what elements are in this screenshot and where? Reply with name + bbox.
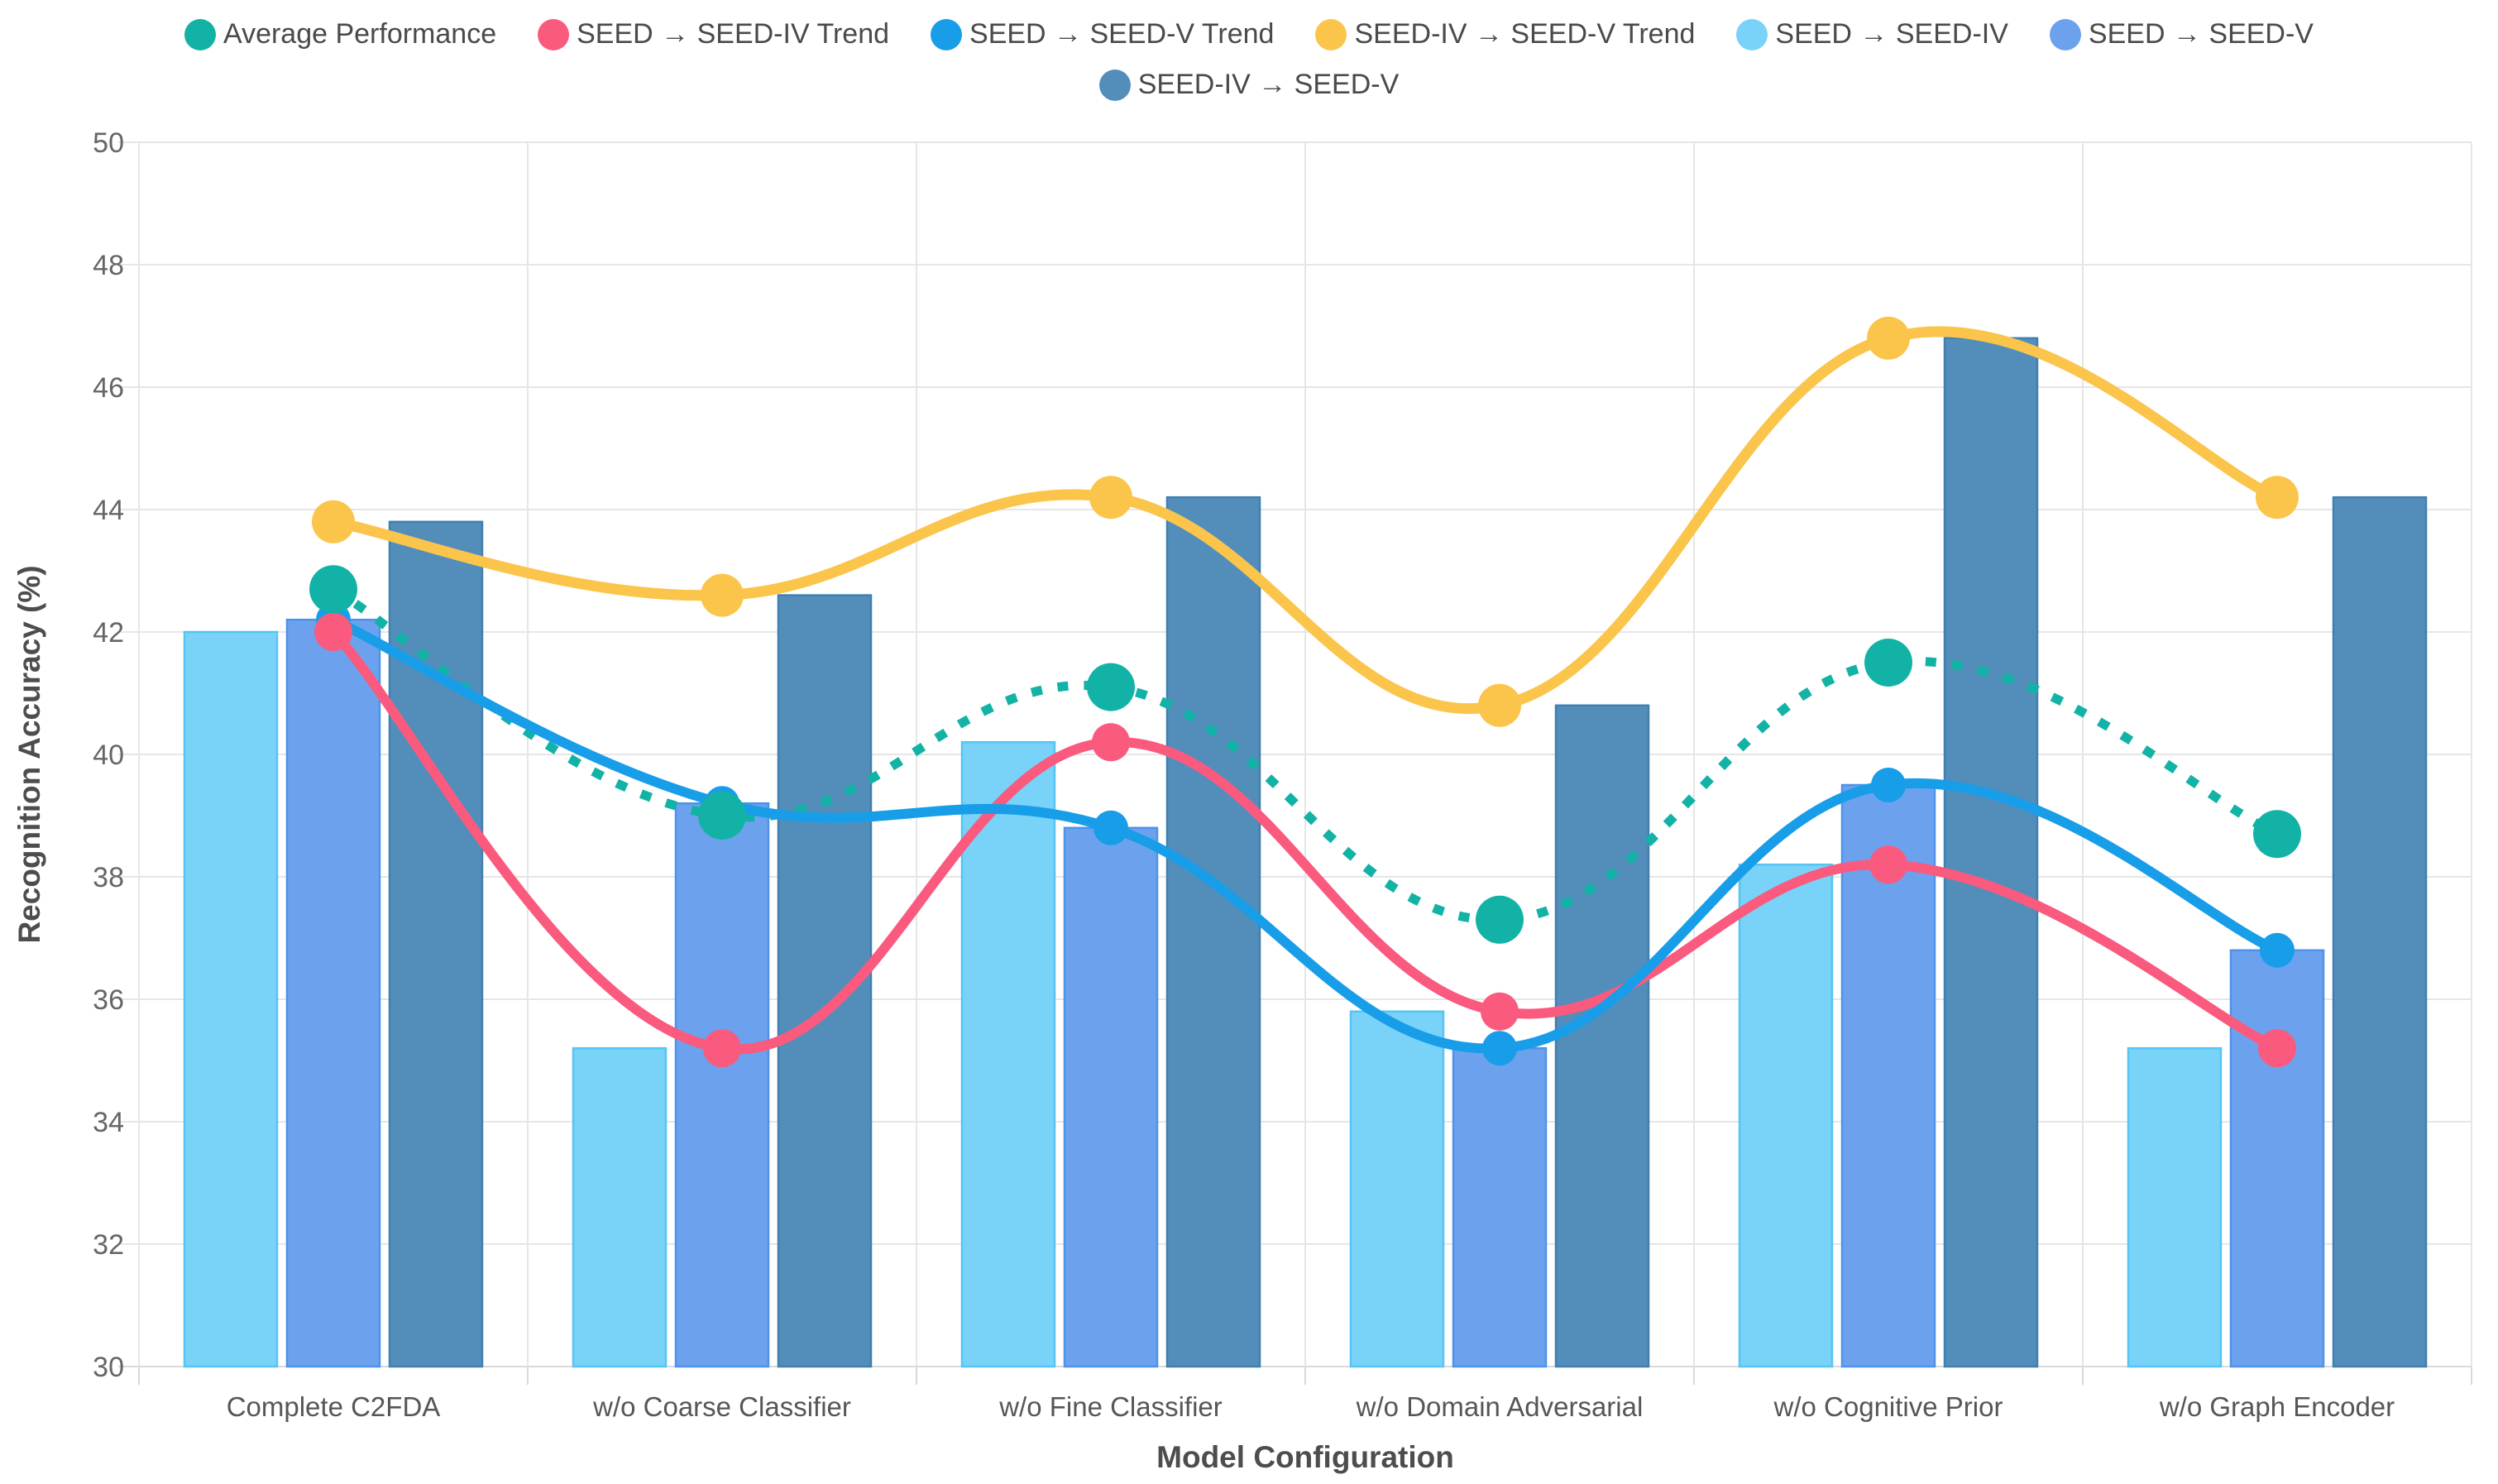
bar bbox=[183, 630, 279, 1368]
legend-row: Average Performance SEED → SEED-IV Trend S… bbox=[184, 18, 2314, 50]
trend-point bbox=[1476, 895, 1524, 944]
bar bbox=[674, 802, 770, 1368]
trend-point bbox=[1087, 663, 1135, 711]
bar bbox=[2229, 949, 2325, 1368]
bar bbox=[285, 618, 381, 1368]
x-axis-title: Model Configuration bbox=[1156, 1440, 1454, 1474]
trend-point bbox=[314, 613, 352, 651]
bar bbox=[2332, 495, 2428, 1368]
legend-item[interactable]: Average Performance bbox=[184, 18, 496, 50]
trend-point bbox=[1089, 476, 1132, 519]
y-tick-label: 46 bbox=[93, 372, 124, 404]
x-category-label: w/o Cognitive Prior bbox=[1773, 1391, 2003, 1422]
legend-item-label: SEED → SEED-IV Trend bbox=[577, 18, 890, 50]
chart-legend: Average Performance SEED → SEED-IV Trend S… bbox=[0, 18, 2498, 101]
trend-point bbox=[1871, 768, 1906, 802]
trend-point bbox=[312, 500, 355, 543]
trend-point bbox=[2260, 932, 2295, 968]
trend-point bbox=[2258, 1029, 2296, 1068]
trend-point bbox=[1867, 316, 1910, 360]
legend-dot-icon bbox=[538, 18, 570, 50]
legend-dot-icon bbox=[931, 18, 963, 50]
trend-point bbox=[1482, 1031, 1517, 1066]
trend-point bbox=[1864, 639, 1912, 687]
legend-item[interactable]: SEED → SEED-IV Trend bbox=[538, 18, 889, 50]
legend-item[interactable]: SEED → SEED-V bbox=[2049, 18, 2314, 50]
trend-point bbox=[309, 565, 357, 614]
y-tick-label: 44 bbox=[93, 495, 124, 526]
trend-line bbox=[331, 585, 2280, 925]
trend-point bbox=[1093, 810, 1128, 845]
legend-dot-icon bbox=[1315, 18, 1347, 50]
bar bbox=[1738, 863, 1834, 1368]
legend-item[interactable]: SEED-IV → SEED-V bbox=[1098, 69, 1400, 101]
y-tick-label: 30 bbox=[93, 1352, 124, 1383]
legend-dot-icon bbox=[2049, 18, 2081, 50]
bar bbox=[1452, 1046, 1548, 1368]
plot-area: 30 32 34 36 38 40 42 44 46 48 50 Complete C2FDA w/o … bbox=[93, 127, 2472, 1422]
y-tick-label: 40 bbox=[93, 740, 124, 771]
trend-point bbox=[2256, 476, 2299, 519]
bar bbox=[1554, 704, 1650, 1368]
legend-item-label: SEED-IV → SEED-V Trend bbox=[1354, 18, 1696, 50]
y-tick-label: 32 bbox=[93, 1229, 124, 1261]
legend-dot-icon bbox=[1736, 18, 1768, 50]
x-category-label: w/o Fine Classifier bbox=[998, 1391, 1223, 1422]
legend-row: SEED-IV → SEED-V bbox=[1098, 69, 1400, 101]
y-tick-label: 34 bbox=[93, 1107, 124, 1138]
trend-point bbox=[703, 1029, 741, 1068]
legend-dot-icon bbox=[1098, 69, 1131, 101]
trend-point bbox=[1481, 992, 1519, 1031]
trend-point bbox=[1478, 683, 1521, 727]
y-axis-title: Recognition Accuracy (%) bbox=[12, 565, 46, 943]
trend-line bbox=[328, 615, 2282, 1054]
legend-item-label: SEED → SEED-IV bbox=[1775, 18, 2008, 50]
x-category-label: w/o Domain Adversarial bbox=[1356, 1391, 1644, 1422]
y-tick-label: 42 bbox=[93, 617, 124, 649]
trend-line bbox=[328, 627, 2282, 1055]
x-category-label: w/o Graph Encoder bbox=[2159, 1391, 2395, 1422]
legend-item-label: SEED → SEED-V bbox=[2088, 18, 2314, 50]
trend-point bbox=[1092, 723, 1130, 762]
bar bbox=[1165, 495, 1261, 1368]
x-category-label: w/o Coarse Classifier bbox=[592, 1391, 851, 1422]
trend-point bbox=[698, 792, 746, 840]
legend-item-label: SEED-IV → SEED-V bbox=[1137, 69, 1400, 100]
legend-item[interactable]: SEED → SEED-V Trend bbox=[931, 18, 1274, 50]
x-category-label: Complete C2FDA bbox=[227, 1391, 441, 1422]
bar bbox=[1349, 1010, 1445, 1368]
bar bbox=[2127, 1046, 2223, 1368]
bar bbox=[572, 1046, 668, 1368]
legend-dot-icon bbox=[184, 18, 216, 50]
legend-item-label: SEED → SEED-V Trend bbox=[969, 18, 1275, 50]
y-tick-label: 38 bbox=[93, 862, 124, 893]
trend-point bbox=[701, 573, 744, 617]
legend-item-label: Average Performance bbox=[223, 18, 497, 50]
bar bbox=[960, 740, 1056, 1368]
y-tick-label: 36 bbox=[93, 984, 124, 1016]
legend-item[interactable]: SEED → SEED-IV bbox=[1736, 18, 2008, 50]
trend-line bbox=[328, 326, 2283, 715]
trend-point bbox=[1869, 845, 1907, 884]
bar bbox=[1063, 826, 1159, 1368]
legend-item[interactable]: SEED-IV → SEED-V Trend bbox=[1315, 18, 1695, 50]
bar bbox=[388, 520, 484, 1368]
bar bbox=[1943, 337, 2039, 1368]
y-tick-label: 48 bbox=[93, 250, 124, 281]
y-tick-label: 50 bbox=[93, 127, 124, 159]
trend-point bbox=[2253, 810, 2301, 859]
